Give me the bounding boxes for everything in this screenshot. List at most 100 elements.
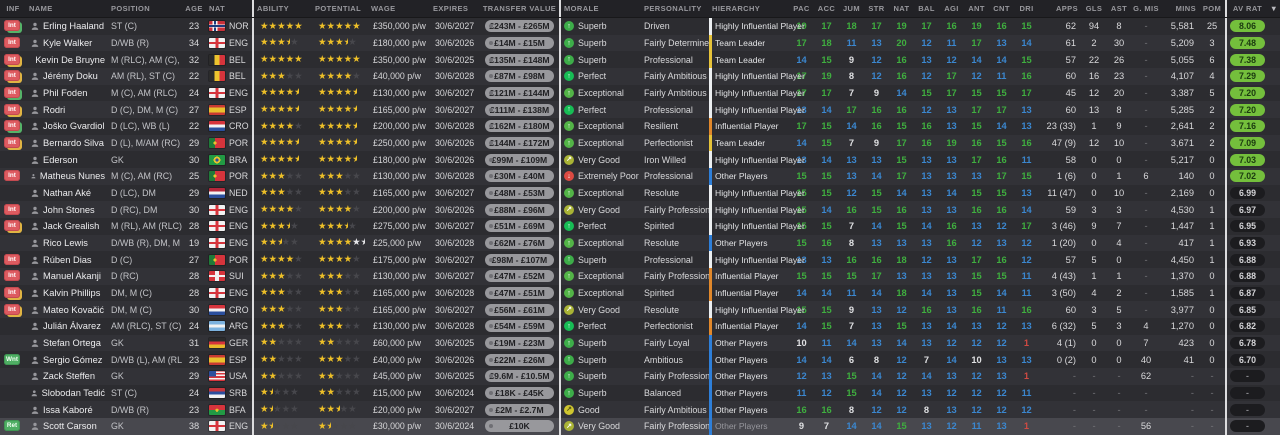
player-face-icon <box>31 89 39 97</box>
col-header-bal[interactable]: BAL <box>918 4 935 13</box>
inf-badge-int: Int <box>4 120 20 132</box>
player-row[interactable]: Int Phil Foden M (C), AM (RLC) 24 ENG ★ ★ ★ ★ ★ ★ ★… <box>0 84 1280 102</box>
player-row[interactable]: Int Bernardo Silva D (L), M/AM (RC) 29 POR ★ ★… <box>0 134 1280 152</box>
player-row[interactable]: Int Kalvin Phillips DM, M (C) 28 ENG ★ ★ ★ ★ ★ ★ ★ ★… <box>0 284 1280 302</box>
player-row[interactable]: Int Matheus Nunes M (C), AM (RC) 25 POR ★ ★ ★ ★ ★… <box>0 168 1280 185</box>
col-header-str[interactable]: STR <box>868 4 885 13</box>
cell-personality: Professional <box>644 171 693 182</box>
player-row[interactable]: Wnt Sergio Gómez D/WB (L), AM (RL) 23 ESP ★ ★ ★… <box>0 351 1280 369</box>
hierarchy-bar <box>709 418 712 435</box>
col-header-avrat[interactable]: AV RAT <box>1232 4 1263 13</box>
col-header-age[interactable]: AGE <box>185 4 203 13</box>
star-rating-potential: ★ ★ ★ ★ ★ <box>315 272 361 282</box>
cell-dri: 13 <box>1021 188 1032 199</box>
col-header-ant[interactable]: ANT <box>968 4 985 13</box>
transfer-value-tag: £2M - £2.7M <box>485 403 554 416</box>
star-icon: ★ <box>294 53 303 65</box>
player-row[interactable]: Slobodan Tedić ST (C) 24 SRB ★ ★ ★ ★ ★ ★ ★ ★ ★ ★ £15,0… <box>0 384 1280 402</box>
cell-agi: 16 <box>946 221 957 232</box>
col-header-apps[interactable]: APPS <box>1055 4 1078 13</box>
player-row[interactable]: Int Jack Grealish M (RL), AM (RLC) 28 ENG ★ ★ ★… <box>0 218 1280 235</box>
col-header-name[interactable]: NAME <box>29 4 53 13</box>
cell-mins: 2,641 <box>1170 121 1194 132</box>
col-header-position[interactable]: POSITION <box>111 4 151 13</box>
player-row[interactable]: Julián Álvarez AM (RLC), ST (C) 24 ARG ★ ★ ★ ★ ★… <box>0 318 1280 335</box>
star-icon: ★ <box>260 354 269 366</box>
star-icon: ★ <box>318 253 327 265</box>
player-row[interactable]: Int Kevin De Bruyne M (RLC), AM (C), ST (.… <box>0 51 1280 69</box>
col-header-personality[interactable]: PERSONALITY <box>644 4 702 13</box>
column-group-separator <box>559 84 561 102</box>
column-group-separator <box>559 251 561 269</box>
col-header-expires[interactable]: EXPIRES <box>433 4 469 13</box>
cell-agi: 13 <box>946 271 957 282</box>
cell-nat2: 15 <box>896 321 907 332</box>
player-row[interactable]: Zack Steffen GK 29 USA ★ ★ ★ ★ ★ ★ ★ ★ ★ ★ £45,000 p/w… <box>0 368 1280 385</box>
col-header-cnt[interactable]: CNT <box>993 4 1010 13</box>
player-row[interactable]: Int Jérémy Doku AM (RL), ST (C) 22 BEL ★ ★ ★ ★ ★ ★… <box>0 68 1280 85</box>
squad-table-body: Int Erling Haaland ST (C) 23 NOR ★ ★ ★ ★ ★ ★ ★ ★ ★ ★ £3… <box>0 18 1280 435</box>
col-header-jum[interactable]: JUM <box>842 4 861 13</box>
player-row[interactable]: Int Kyle Walker D/WB (R) 34 ENG ★ ★ ★ ★ ★ ★ ★ ★ ★ ★ £18… <box>0 34 1280 52</box>
player-row[interactable]: Int Manuel Akanji D (RC) 28 SUI ★ ★ ★ ★ ★ ★ ★ ★ ★ ★ £13… <box>0 268 1280 285</box>
star-empty-icon: ★ <box>352 270 361 282</box>
cell-expires: 30/6/2025 <box>435 338 475 349</box>
col-header-hierarchy[interactable]: HIERARCHY <box>712 4 761 13</box>
col-header-gmis[interactable]: G. MIS <box>1133 4 1159 13</box>
player-row[interactable]: Ret Scott Carson GK 38 ENG ★ ★ ★ ★ ★ ★ ★ ★ ★ ★ £30,000 … <box>0 418 1280 435</box>
player-row[interactable]: Ederson GK 30 BRA ★ ★ ★ ★ ★ ★ ★ ★ ★ ★ £180,000 p/w 30/6… <box>0 151 1280 169</box>
cell-morale: ↑ Superb <box>561 385 641 402</box>
cell-nat2: 16 <box>896 204 907 215</box>
col-header-nat2[interactable]: NAT <box>893 4 910 13</box>
cell-position: D/WB (L), AM (RL) <box>111 354 182 365</box>
col-header-ability[interactable]: ABILITY <box>257 4 289 13</box>
col-header-pom[interactable]: POM <box>1202 4 1222 13</box>
col-header-ast[interactable]: AST <box>1110 4 1128 13</box>
star-icon: ★ <box>335 20 344 32</box>
col-header-potential[interactable]: POTENTIAL <box>315 4 362 13</box>
cell-expires: 30/6/2027 <box>435 221 475 232</box>
cell-avrat: 7.03 <box>1227 151 1268 168</box>
cell-menu <box>1268 268 1280 285</box>
col-header-gls[interactable]: GLS <box>1085 4 1103 13</box>
col-header-mins[interactable]: MINS <box>1175 4 1196 13</box>
player-row[interactable]: Int Mateo Kovačić DM, M (C) 30 CRO ★ ★ ★ ★ ★ ★ ★ ★ ★ ★… <box>0 301 1280 319</box>
column-group-separator <box>559 384 561 402</box>
col-header-value[interactable]: TRANSFER VALUE <box>482 4 557 13</box>
player-row[interactable]: Stefan Ortega GK 31 GER ★ ★ ★ ★ ★ ★ ★ ★ ★ ★ £60,000 p/… <box>0 334 1280 352</box>
star-empty-icon: ★ <box>281 420 291 432</box>
cell-pac: 15 <box>796 188 807 199</box>
cell-ability: ★ ★ ★ ★ ★ <box>254 335 312 352</box>
player-row[interactable]: Issa Kaboré D/WB (R) 23 BFA ★ ★ ★ ★ ★ ★ ★ ★ ★ ★ £20,00… <box>0 401 1280 419</box>
cell-str: 12 <box>871 54 882 65</box>
player-row[interactable]: Int Rúben Dias D (C) 27 POR ★ ★ ★ ★ ★ ★ ★ ★ ★ ★ £175,00… <box>0 251 1280 269</box>
player-row[interactable]: Nathan Aké D (LC), DM 29 NED ★ ★ ★ ★ ★ ★ ★ ★ ★ ★ £165,… <box>0 184 1280 202</box>
player-row[interactable]: Int Rodri D (C), DM, M (C) 27 ESP ★ ★ ★ ★ ★ ★ ★ ★ ★ ★ £… <box>0 101 1280 119</box>
cell-acc: 16 <box>821 404 832 415</box>
player-row[interactable]: Int Erling Haaland ST (C) 23 NOR ★ ★ ★ ★ ★ ★ ★ ★ ★ ★ £3… <box>0 18 1280 35</box>
player-row[interactable]: Int Joško Gvardiol D (LC), WB (L) 22 CRO ★ ★ ★ ★… <box>0 118 1280 135</box>
cell-nat2: 16 <box>896 104 907 115</box>
cell-bal: 13 <box>921 238 932 249</box>
col-header-pac[interactable]: PAC <box>793 4 810 13</box>
player-row[interactable]: Int John Stones D (RC), DM 30 ENG ★ ★ ★ ★ ★ ★ ★ ★ ★ ★ £… <box>0 201 1280 219</box>
cell-name: Rúben Dias <box>26 251 108 268</box>
col-header-inf[interactable]: INF <box>6 4 20 13</box>
column-menu-arrow-icon[interactable]: ▾ <box>1271 4 1277 13</box>
inf-badge: Int <box>4 87 22 101</box>
cell-hierarchy: Other Players <box>709 368 789 385</box>
col-header-nat[interactable]: NAT <box>209 4 226 13</box>
col-header-acc[interactable]: ACC <box>817 4 836 13</box>
cell-age: 30 <box>188 154 200 165</box>
col-header-agi[interactable]: AGI <box>944 4 959 13</box>
transfer-value-tag: £9.6M - £10.5M <box>485 370 554 383</box>
cell-str: 14 <box>871 288 882 299</box>
col-header-wage[interactable]: WAGE <box>371 4 396 13</box>
col-header-dri[interactable]: DRI <box>1019 4 1034 13</box>
cell-name: Rico Lewis <box>26 235 108 252</box>
col-header-morale[interactable]: MORALE <box>564 4 599 13</box>
cell-wage: £30,000 p/w <box>373 421 421 432</box>
star-rating-potential: ★ ★ ★ ★ ★ <box>315 355 361 365</box>
cell-nat: CRO <box>206 118 252 135</box>
